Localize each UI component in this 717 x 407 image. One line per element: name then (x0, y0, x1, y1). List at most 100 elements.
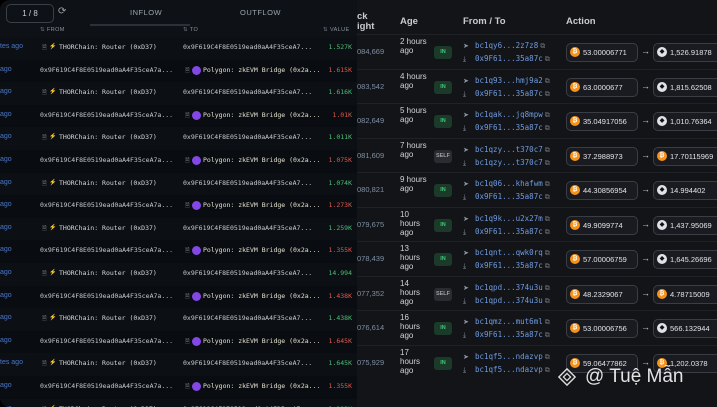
input-amount-pill[interactable]: ₿ 59.06477862 (566, 353, 638, 373)
table-row[interactable]: ago 0x9F619C4F8E0519ead0aA4F35ceA7a... 🗎 Po… (0, 150, 357, 173)
to-address[interactable]: Polygon: zkEVM Bridge (0x2a... (203, 110, 321, 119)
to-address[interactable]: ⤓ 0x9F61...35a87c ⧉ (463, 192, 550, 201)
to-address[interactable]: 0x9F619C4F8E0519ead0aA4F35ceA7... (183, 223, 313, 232)
output-amount-pill[interactable]: ◆ 1,010.76364 (653, 112, 717, 131)
output-amount-pill[interactable]: ◆ 14.994402 (653, 181, 717, 200)
time-link[interactable]: ago (0, 291, 12, 299)
input-amount-pill[interactable]: ₿ 49.9099774 (566, 215, 638, 235)
to-address[interactable]: 0x9F619C4F8E0519ead0aA4F35ceA7... (183, 405, 323, 407)
from-address[interactable]: ➤ bc1q9k...u2x27m ⧉ (463, 213, 550, 223)
output-amount-pill[interactable]: ₿ 4.78715009 (653, 284, 717, 304)
input-amount-pill[interactable]: ₿ 37.2988973 (566, 146, 638, 166)
copy-icon[interactable]: ⧉ (544, 263, 550, 270)
time-link[interactable]: ago (0, 314, 12, 322)
to-address[interactable]: Polygon: zkEVM Bridge (0x2a... (203, 246, 321, 255)
to-address[interactable]: Polygon: zkEVM Bridge (0x2a... (203, 201, 321, 210)
table-row[interactable]: ago 0x9F619C4F8E0519ead0aA4F35ceA7a... 🗎 Po… (0, 330, 357, 354)
time-link[interactable]: ago (0, 110, 12, 118)
from-address[interactable]: ➤ bc1qnt...qwk0rq ⧉ (463, 248, 550, 257)
tab-outflow[interactable]: OUTFLOW (240, 8, 281, 17)
block-height[interactable]: 082,649 (357, 116, 385, 125)
copy-icon[interactable]: ⧉ (544, 125, 550, 132)
time-link[interactable]: ago (0, 88, 12, 96)
from-address[interactable]: THORChain: Router (0xD37) (59, 133, 157, 142)
table-row[interactable]: ago 0x9F619C4F8E0519ead0aA4F35ceA7a... 🗎 Po… (0, 240, 357, 263)
block-height[interactable]: 083,542 (357, 81, 385, 91)
table-row[interactable]: ago 0x9F619C4F8E0519ead0aA4F35ceA7a... 🗎 Po… (0, 195, 357, 218)
from-address[interactable]: ➤ bc1qf5...ndazvp ⧉ (463, 351, 550, 361)
block-height[interactable]: 081,609 (357, 150, 385, 160)
time-link[interactable]: ago (0, 133, 12, 141)
table-row[interactable]: tes ago 🗎 ⚡ THORChain: Router (0xD37) 0x9F61… (0, 37, 357, 60)
copy-icon[interactable]: ⧉ (544, 90, 550, 98)
table-row[interactable]: ago 0x9F619C4F8E0519ead0aA4F35ceA7a... 🗎 Po… (0, 104, 357, 128)
from-address[interactable]: 0x9F619C4F8E0519ead0aA4F35ceA7a... (40, 65, 174, 74)
table-row[interactable]: 078,439 13 hours ago IN ➤ bc1qnt...qwk0rq ⧉ ⤓ 0… (357, 241, 717, 277)
copy-icon[interactable]: ⧉ (544, 56, 550, 63)
value-column-header[interactable]: ⇅ VALUE (323, 27, 350, 33)
table-row[interactable]: ago 🗎⚡THORChain: Router (0xD37) 0x9F619C4F… (0, 308, 357, 331)
to-address[interactable]: 0x9F619C4F8E0519ead0aA4F35ceA7... (183, 88, 313, 97)
copy-icon[interactable]: ⧉ (544, 366, 550, 374)
block-height[interactable]: 076,614 (357, 323, 385, 332)
to-address[interactable]: 0x9F619C4F8E0519ead0aA4F35ceA7... (183, 178, 313, 187)
time-link[interactable]: ago (0, 178, 12, 186)
time-link[interactable]: ago (0, 336, 12, 344)
time-link[interactable]: ago (0, 269, 12, 276)
to-address[interactable]: 0x9F619C4F8E0519ead0aA4F35ceA7... (183, 133, 313, 142)
from-address[interactable]: 0x9F619C4F8E0519ead0aA4F35ceA7a... (40, 201, 174, 210)
to-address[interactable]: ⤓ 0x9F61...35a87c ⧉ (463, 330, 550, 339)
from-address[interactable]: ➤ bc1q93...hmj9a2 ⧉ (463, 75, 550, 85)
refresh-icon[interactable]: ⟳ (58, 6, 67, 17)
from-address[interactable]: ➤ bc1q06...khafwm ⧉ (463, 179, 550, 188)
from-address[interactable]: ➤ bc1qpd...374u3u ⧉ (463, 282, 550, 292)
from-address[interactable]: 0x9F619C4F8E0519ead0aA4F35ceA7a... (40, 336, 174, 345)
from-address[interactable]: THORChain: Router (0xD37) (59, 269, 157, 277)
from-address[interactable]: ➤ bc1qak...jq8mpw ⧉ (463, 110, 550, 119)
time-link[interactable]: ago (0, 201, 12, 209)
input-amount-pill[interactable]: ₿ 44.30856954 (566, 181, 638, 200)
copy-icon[interactable]: ⧉ (544, 250, 550, 257)
to-column-header[interactable]: ⇅ TO (183, 27, 199, 33)
to-address[interactable]: ⤓ 0x9F61...35a87c ⧉ (463, 123, 550, 132)
copy-icon[interactable]: ⧉ (544, 297, 550, 305)
to-address[interactable]: ⤓ bc1qpd...374u3u ⧉ (463, 295, 550, 305)
copy-icon[interactable]: ⧉ (544, 146, 550, 154)
table-row[interactable]: ago 0x9F619C4F8E0519ead0aA4F35ceA7a... 🗎 Po… (0, 59, 357, 83)
copy-icon[interactable]: ⧉ (544, 181, 550, 188)
copy-icon[interactable]: ⧉ (544, 112, 550, 119)
time-link[interactable]: ago (0, 65, 12, 73)
time-link[interactable]: ago (0, 405, 40, 407)
time-link[interactable]: tes ago (0, 43, 23, 50)
to-address[interactable]: Polygon: zkEVM Bridge (0x2a... (203, 336, 321, 345)
to-address[interactable]: Polygon: zkEVM Bridge (0x2a... (203, 291, 321, 300)
block-height[interactable]: 084,669 (357, 47, 385, 56)
time-link[interactable]: ago (0, 246, 12, 254)
table-row[interactable]: ago 0x9F619C4F8E0519ead0aA4F35ceA7a... 🗎 Po… (0, 285, 357, 309)
from-address[interactable]: 0x9F619C4F8E0519ead0aA4F35ceA7a... (40, 291, 174, 300)
table-row[interactable]: ago 🗎⚡THORChain: Router (0xD37) 0x9F619C4F… (0, 217, 357, 241)
output-amount-pill[interactable]: ◆ 1,815.62508 (653, 77, 717, 97)
input-amount-pill[interactable]: ₿ 57.00006759 (566, 250, 638, 269)
table-row[interactable]: 082,649 5 hours ago IN ➤ bc1qak...jq8mpw ⧉ ⤓ 0x… (357, 103, 717, 139)
table-row[interactable]: ago 🗎⚡THORChain: Router (0xD37) 0x9F619C4F… (0, 172, 357, 196)
to-address[interactable]: 0x9F619C4F8E0519ead0aA4F35ceA7... (183, 43, 313, 51)
table-row[interactable]: 084,669 2 hours ago IN ➤ bc1qy6...2z7z8 ⧉ ⤓ 0x9… (357, 34, 717, 70)
to-address[interactable]: ⤓ bc1qzy...t370c7 ⧉ (463, 157, 550, 167)
table-row[interactable]: tes ago 🗎 ⚡ THORChain: Router (0xD37) 0x9F61… (0, 353, 357, 376)
copy-icon[interactable]: ⧉ (544, 284, 550, 292)
to-address[interactable]: ⤓ 0x9F61...35a87c ⧉ (463, 226, 550, 236)
from-address[interactable]: THORChain: Router (0xD37) (59, 314, 157, 323)
table-row[interactable]: ago 0x9F619C4F8E0519ead0aA4F35ceA7a... 🗎 Po… (0, 376, 357, 399)
from-address[interactable]: THORChain: Router (0xD37) (59, 43, 157, 51)
from-address[interactable]: THORChain: Router (0xD37) (59, 88, 157, 97)
from-address[interactable]: THORChain: Router (0xD37) (59, 178, 157, 187)
copy-icon[interactable]: ⧉ (544, 319, 550, 326)
block-height[interactable]: 077,352 (357, 288, 385, 298)
block-height[interactable]: 080,821 (357, 185, 385, 194)
page-indicator[interactable]: 1 / 8 (6, 4, 54, 23)
input-amount-pill[interactable]: ₿ 48.2329067 (566, 284, 638, 304)
from-column-header[interactable]: ⇅ FROM (40, 27, 65, 33)
copy-icon[interactable]: ⧉ (544, 332, 550, 339)
from-address[interactable]: ➤ bc1qzy...t370c7 ⧉ (463, 144, 550, 154)
